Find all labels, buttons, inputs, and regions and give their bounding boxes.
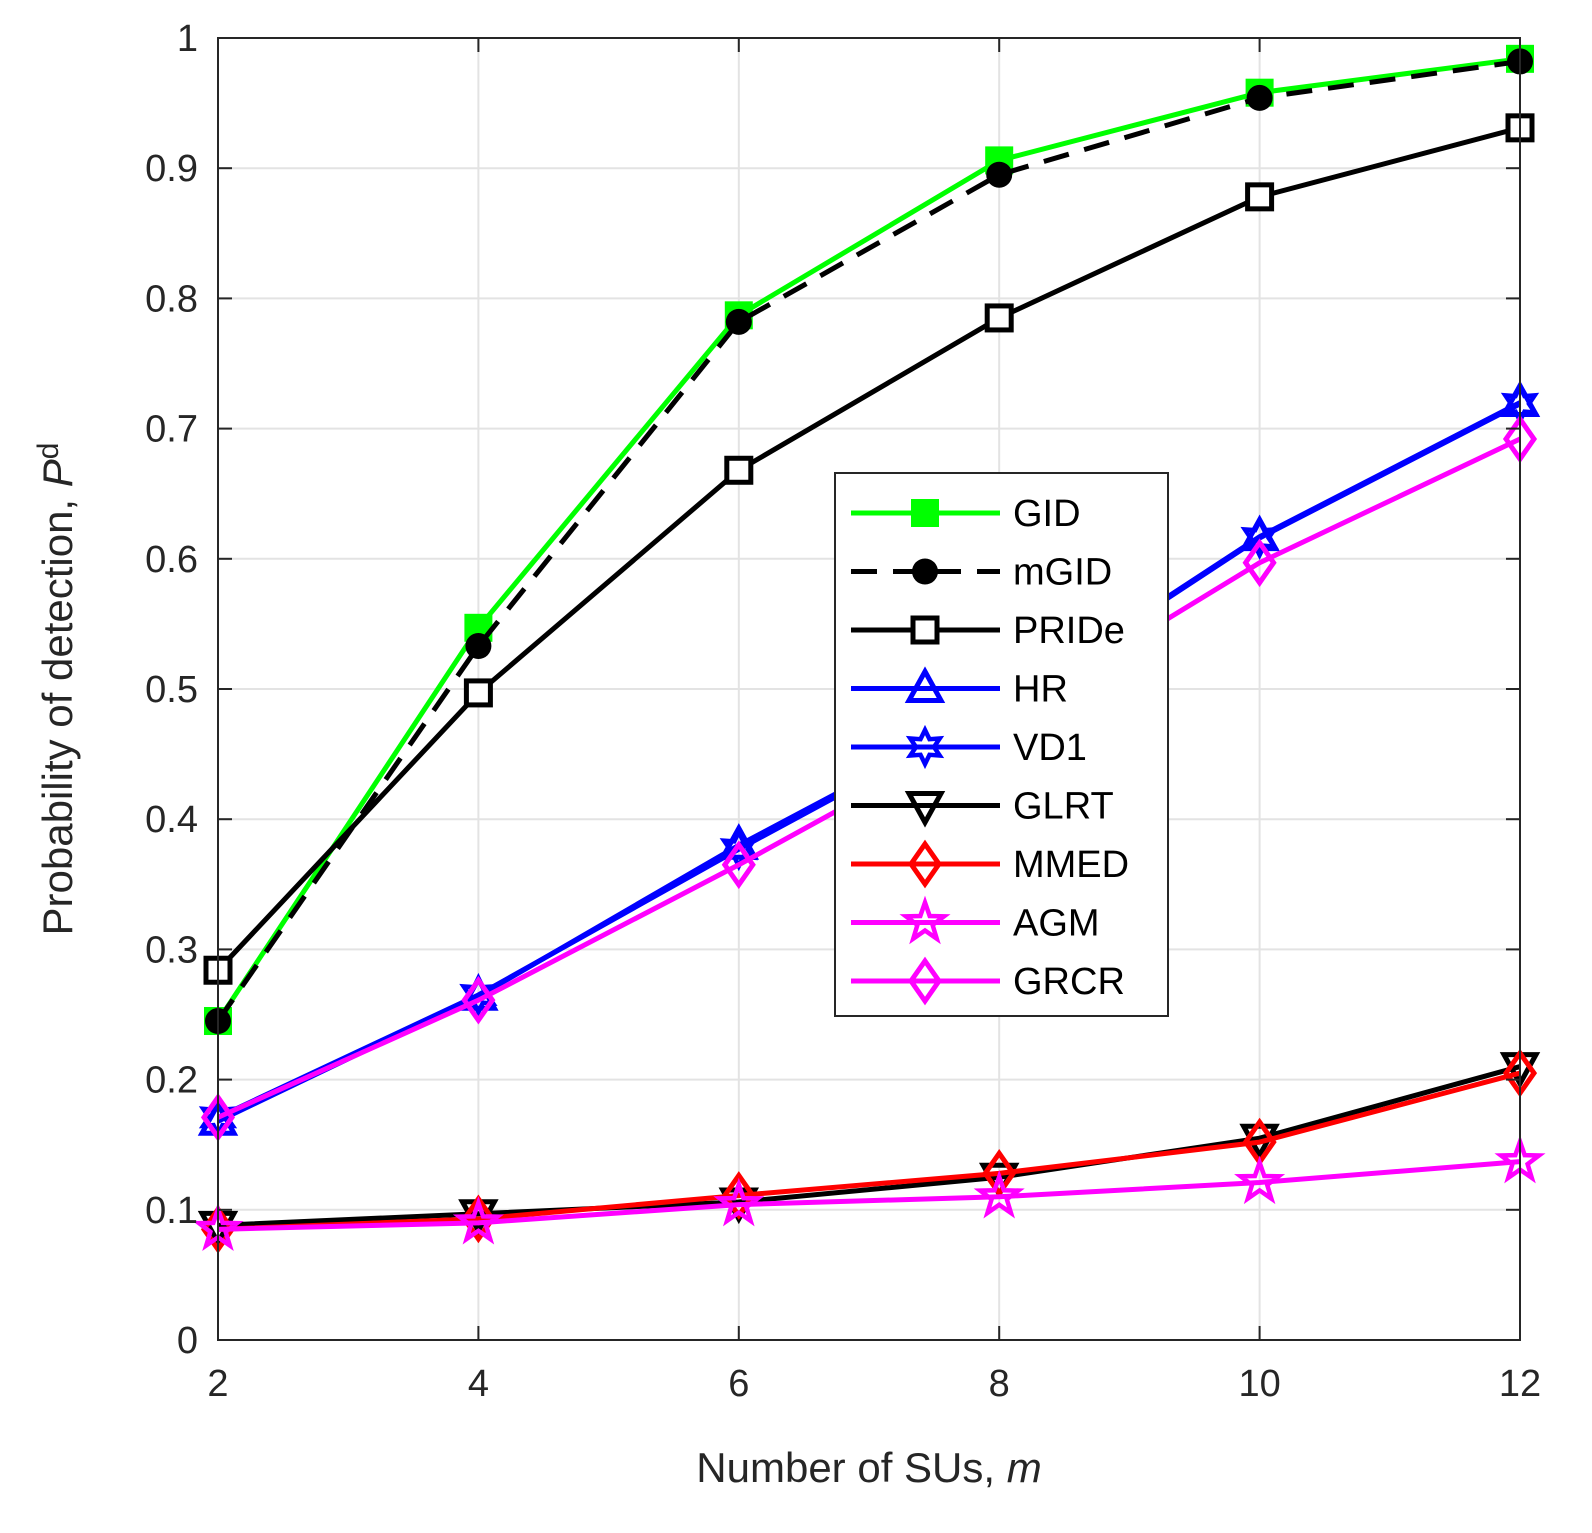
data-point-pride <box>724 455 754 485</box>
legend-label-gid: GID <box>1013 493 1081 535</box>
legend-item-hr: HR <box>851 666 1068 711</box>
series-line-pride <box>216 125 1521 972</box>
data-point-mgid <box>725 308 752 335</box>
legend: GID mGID PRIDe HR VD1 GLRT MMED AGM GRCR <box>834 472 1169 1017</box>
x-axis-title: Number of SUs, m <box>696 1444 1041 1491</box>
series-line-mmed <box>217 1070 1521 1232</box>
y-tick-label: 1 <box>177 18 198 60</box>
data-point-pride <box>984 303 1014 333</box>
x-tick-label: 12 <box>1499 1363 1541 1405</box>
y-tick-label: 0.7 <box>145 409 198 451</box>
y-tick-label: 0.9 <box>145 148 198 190</box>
data-point-mmed <box>721 1171 756 1220</box>
y-tick-label: 0.2 <box>145 1060 198 1102</box>
legend-marker-pride <box>910 615 940 645</box>
legend-marker-mgid <box>912 558 938 585</box>
series-line-mgid <box>215 58 1521 1023</box>
series-layer <box>192 44 1546 1254</box>
data-point-grcr <box>461 975 496 1025</box>
data-point-pride <box>1245 182 1275 212</box>
data-point-grcr <box>721 840 756 890</box>
series-mgid <box>205 48 1533 1035</box>
legend-item-pride: PRIDe <box>851 610 1125 652</box>
data-point-agm <box>973 1169 1025 1219</box>
data-point-pride <box>463 678 493 708</box>
legend-item-grcr: GRCR <box>851 956 1125 1006</box>
legend-item-mmed: MMED <box>851 839 1129 889</box>
y-axis-title: Probability of detection, Pd <box>32 443 81 936</box>
legend-label-vd1: VD1 <box>1013 727 1087 769</box>
y-tick-label: 0.3 <box>145 929 198 971</box>
legend-label-grcr: GRCR <box>1013 961 1125 1003</box>
data-point-grcr <box>1242 538 1277 588</box>
legend-marker-hr <box>904 666 946 703</box>
data-point-agm <box>713 1177 765 1227</box>
legend-label-mmed: MMED <box>1013 844 1129 886</box>
axes-layer: 2 4 6 8 10 12 0 0.1 0.2 0.3 0.4 0.5 0.6 0.7 0.8 0.9 1 Num… <box>32 18 1541 1491</box>
series-agm <box>192 1134 1546 1252</box>
y-tick-label: 0 <box>177 1320 198 1362</box>
data-point-mgid <box>465 633 492 660</box>
data-point-vd1 <box>459 972 498 1018</box>
series-line-agm <box>217 1159 1521 1232</box>
data-point-mgid <box>986 161 1013 188</box>
legend-marker-agm <box>899 895 951 945</box>
legend-label-hr: HR <box>1013 669 1068 711</box>
data-point-vd1 <box>1240 515 1279 561</box>
data-point-mgid <box>1246 84 1273 111</box>
series-line-glrt <box>217 1064 1521 1228</box>
series-line-gid <box>215 56 1521 1023</box>
legend-item-gid: GID <box>851 493 1081 535</box>
data-point-mmed <box>982 1148 1017 1198</box>
legend-marker-gid <box>911 499 939 527</box>
legend-label-pride: PRIDe <box>1013 610 1125 652</box>
x-tick-label: 10 <box>1238 1363 1280 1405</box>
legend-marker-mmed <box>907 839 943 889</box>
data-point-agm <box>452 1195 504 1245</box>
x-tick-label: 8 <box>989 1363 1010 1405</box>
x-tick-label: 2 <box>207 1363 228 1405</box>
x-tick-label: 4 <box>468 1363 489 1405</box>
y-tick-label: 0.5 <box>145 669 198 711</box>
legend-label-agm: AGM <box>1013 903 1100 945</box>
legend-item-mgid: mGID <box>851 552 1112 594</box>
data-point-agm <box>1234 1155 1286 1205</box>
legend-item-agm: AGM <box>851 895 1100 945</box>
legend-marker-grcr <box>907 956 943 1006</box>
y-tick-label: 0.6 <box>145 539 198 581</box>
legend-item-glrt: GLRT <box>851 786 1114 828</box>
legend-label-mgid: mGID <box>1013 552 1112 594</box>
series-pride <box>203 113 1535 985</box>
data-point-mmed <box>461 1194 496 1244</box>
legend-item-vd1: VD1 <box>851 724 1087 770</box>
legend-marker-vd1 <box>905 724 945 770</box>
y-tick-label: 0.4 <box>145 799 198 841</box>
legend-label-glrt: GLRT <box>1013 786 1114 828</box>
x-tick-label: 6 <box>728 1363 749 1405</box>
legend-marker-glrt <box>904 791 946 828</box>
y-tick-label: 0.1 <box>145 1190 198 1232</box>
y-tick-label: 0.8 <box>145 278 198 320</box>
